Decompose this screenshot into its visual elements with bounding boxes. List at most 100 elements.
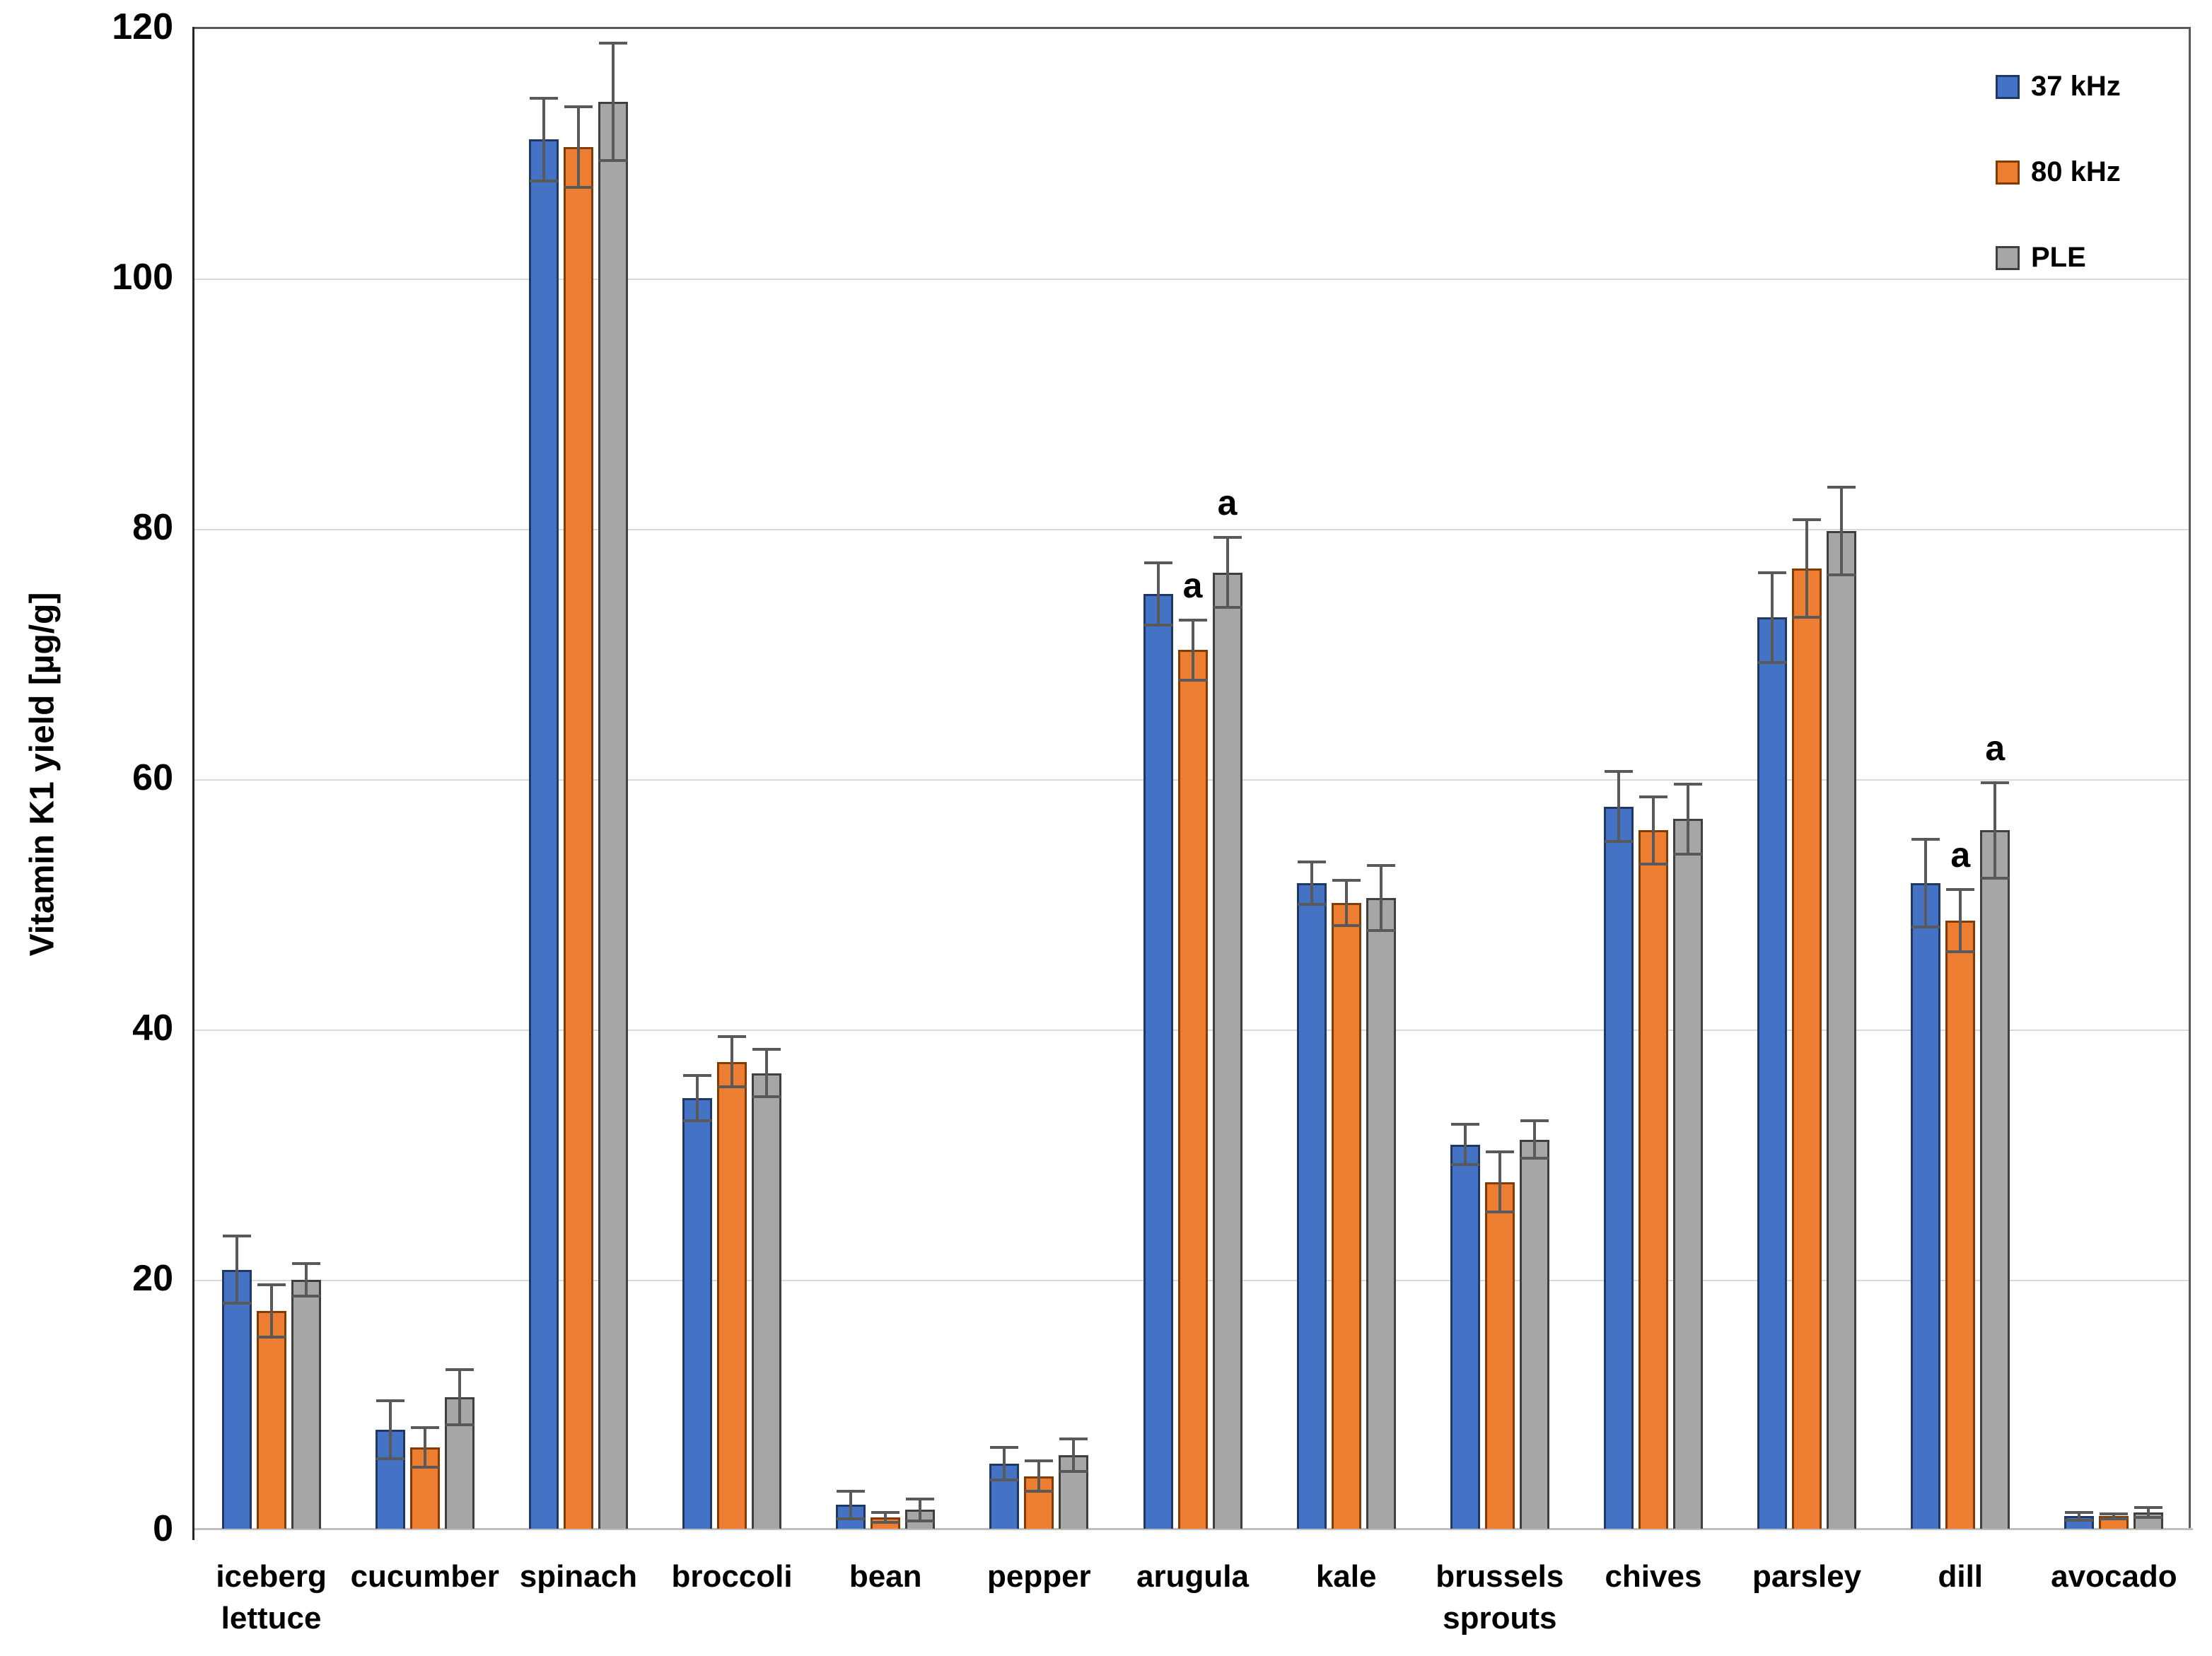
error-bar-cap bbox=[1297, 902, 1326, 906]
bar-37kHz-7 bbox=[1296, 882, 1327, 1529]
significance-label: a bbox=[1950, 834, 1971, 875]
error-bar-cap bbox=[1178, 618, 1207, 622]
error-bar-80kHz-6 bbox=[1191, 619, 1194, 680]
error-bar-cap bbox=[1059, 1469, 1088, 1473]
category-label-5: pepper bbox=[986, 1559, 1091, 1594]
bar-37kHz-3 bbox=[682, 1098, 713, 1529]
y-tick-label-20: 20 bbox=[132, 1258, 173, 1299]
error-bar-cap bbox=[529, 179, 558, 182]
bar-37kHz-2 bbox=[528, 139, 559, 1529]
error-bar-cap bbox=[2065, 1510, 2094, 1514]
error-bar-80kHz-0 bbox=[269, 1284, 273, 1338]
error-bar-37kHz-1 bbox=[388, 1401, 392, 1459]
bar-80kHz-6 bbox=[1177, 650, 1208, 1529]
error-bar-cap bbox=[598, 159, 627, 163]
y-tick-label-60: 60 bbox=[132, 757, 173, 798]
error-bar-cap bbox=[837, 1489, 866, 1493]
error-bar-cap bbox=[1981, 876, 2010, 880]
error-bar-cap bbox=[1332, 879, 1361, 882]
error-bar-cap bbox=[718, 1085, 747, 1089]
y-tick-label-0: 0 bbox=[153, 1508, 173, 1549]
legend-item-80khz: 80 kHz bbox=[1996, 156, 2121, 188]
error-bar-80kHz-2 bbox=[576, 107, 580, 187]
error-bar-cap bbox=[1520, 1157, 1549, 1160]
error-bar-cap bbox=[222, 1302, 251, 1305]
error-bar-cap bbox=[1758, 571, 1787, 574]
error-bar-37kHz-3 bbox=[696, 1075, 699, 1121]
error-bar-37kHz-9 bbox=[1617, 771, 1620, 842]
error-bar-cap bbox=[564, 105, 593, 109]
category-label-0: iceberg lettuce bbox=[216, 1559, 327, 1636]
significance-label: a bbox=[1217, 483, 1238, 523]
error-bar-PLE-10 bbox=[1840, 487, 1844, 576]
error-bar-cap bbox=[376, 1399, 404, 1403]
error-bar-cap bbox=[1673, 782, 1702, 786]
error-bar-PLE-0 bbox=[304, 1263, 308, 1296]
error-bar-37kHz-12 bbox=[2078, 1512, 2081, 1520]
error-bar-cap bbox=[837, 1517, 866, 1520]
error-bar-cap bbox=[1981, 781, 2010, 785]
error-bar-80kHz-11 bbox=[1959, 889, 1962, 952]
error-bar-80kHz-7 bbox=[1344, 880, 1348, 926]
y-tick-label-100: 100 bbox=[112, 257, 173, 298]
bar-PLE-2 bbox=[598, 102, 628, 1529]
bar-PLE-11 bbox=[1980, 830, 2010, 1529]
bar-PLE-8 bbox=[1519, 1139, 1549, 1529]
error-bar-37kHz-6 bbox=[1156, 562, 1160, 626]
significance-label: a bbox=[1985, 728, 2006, 769]
legend-swatch-80khz-icon bbox=[1996, 160, 2020, 185]
error-bar-PLE-6 bbox=[1226, 537, 1229, 608]
error-bar-cap bbox=[906, 1520, 935, 1523]
error-bar-cap bbox=[410, 1466, 439, 1469]
error-bar-37kHz-8 bbox=[1463, 1124, 1467, 1165]
error-bar-37kHz-0 bbox=[235, 1235, 238, 1304]
bar-PLE-0 bbox=[291, 1279, 321, 1529]
category-label-1: cucumber bbox=[350, 1559, 499, 1594]
error-bar-PLE-3 bbox=[765, 1049, 769, 1097]
error-bar-PLE-11 bbox=[1993, 783, 1997, 878]
error-bar-cap bbox=[1332, 923, 1361, 927]
error-bar-cap bbox=[1059, 1437, 1088, 1440]
error-bar-cap bbox=[1213, 606, 1242, 610]
error-bar-cap bbox=[291, 1294, 320, 1298]
error-bar-cap bbox=[598, 42, 627, 45]
category-label-11: dill bbox=[1938, 1559, 1984, 1594]
category-label-10: parsley bbox=[1752, 1559, 1862, 1594]
error-bar-PLE-4 bbox=[919, 1498, 922, 1522]
error-bar-37kHz-2 bbox=[542, 98, 545, 181]
error-bar-37kHz-4 bbox=[849, 1491, 853, 1519]
error-bar-cap bbox=[1827, 573, 1856, 577]
error-bar-cap bbox=[1793, 616, 1822, 619]
error-bar-cap bbox=[445, 1368, 474, 1372]
error-bar-cap bbox=[990, 1445, 1019, 1449]
legend-swatch-ple-icon bbox=[1996, 245, 2020, 270]
bar-PLE-10 bbox=[1827, 531, 1857, 1529]
error-bar-cap bbox=[376, 1457, 404, 1460]
category-label-9: chives bbox=[1605, 1559, 1702, 1594]
error-bar-cap bbox=[2134, 1505, 2163, 1509]
gridline-100 bbox=[194, 279, 2189, 280]
error-bar-cap bbox=[291, 1261, 320, 1265]
error-bar-cap bbox=[1604, 840, 1633, 844]
error-bar-cap bbox=[445, 1423, 474, 1427]
error-bar-cap bbox=[871, 1510, 900, 1514]
error-bar-PLE-2 bbox=[611, 43, 615, 161]
bar-80kHz-10 bbox=[1792, 568, 1822, 1529]
error-bar-cap bbox=[529, 96, 558, 100]
legend-label-ple: PLE bbox=[2031, 242, 2086, 273]
bar-PLE-6 bbox=[1212, 572, 1242, 1529]
error-bar-cap bbox=[752, 1095, 781, 1099]
error-bar-cap bbox=[1604, 770, 1633, 774]
bar-PLE-9 bbox=[1672, 819, 1703, 1529]
error-bar-cap bbox=[1793, 518, 1822, 522]
y-tick-label-80: 80 bbox=[132, 507, 173, 548]
error-bar-cap bbox=[1638, 795, 1667, 798]
error-bar-cap bbox=[2100, 1517, 2129, 1520]
bar-37kHz-0 bbox=[221, 1269, 252, 1529]
error-bar-80kHz-12 bbox=[2112, 1513, 2116, 1519]
bar-80kHz-8 bbox=[1484, 1182, 1515, 1529]
bar-80kHz-7 bbox=[1331, 903, 1361, 1529]
error-bar-cap bbox=[1946, 950, 1975, 954]
error-bar-cap bbox=[1366, 863, 1395, 867]
